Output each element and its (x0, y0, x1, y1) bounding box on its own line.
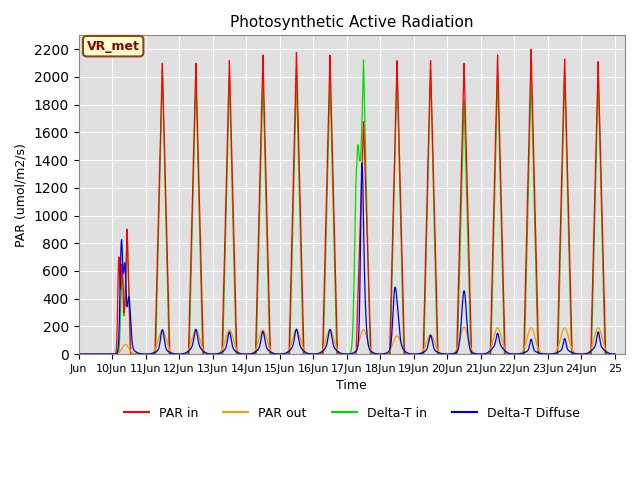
Line: Delta-T Diffuse: Delta-T Diffuse (79, 164, 615, 354)
PAR out (529, 327, 536, 333)
Legend: PAR in, PAR out, Delta-T in, Delta-T Diffuse: PAR in, PAR out, Delta-T in, Delta-T Dif… (119, 402, 584, 425)
PAR in (170, 351, 178, 357)
Delta-T Diffuse (122, 297, 130, 303)
PAR in (122, 253, 130, 259)
PAR out (75, 351, 83, 357)
PAR in (529, 112, 536, 118)
PAR in (611, 351, 619, 357)
PAR out (611, 351, 619, 357)
Line: PAR in: PAR in (79, 49, 615, 354)
Delta-T Diffuse (259, 325, 267, 331)
Delta-T in (259, 88, 267, 94)
PAR out (460, 324, 468, 330)
Delta-T Diffuse (75, 351, 83, 357)
PAR out (259, 327, 267, 333)
Delta-T Diffuse (611, 351, 619, 357)
PAR out (490, 336, 497, 341)
Text: VR_met: VR_met (87, 40, 140, 53)
Delta-T in (490, 240, 497, 246)
Delta-T in (565, 259, 573, 265)
Delta-T Diffuse (223, 345, 230, 350)
PAR in (75, 351, 83, 357)
Y-axis label: PAR (umol/m2/s): PAR (umol/m2/s) (15, 143, 28, 247)
Line: Delta-T in: Delta-T in (79, 60, 615, 354)
Delta-T Diffuse (529, 338, 536, 344)
Title: Photosynthetic Active Radiation: Photosynthetic Active Radiation (230, 15, 474, 30)
PAR out (565, 337, 573, 343)
X-axis label: Time: Time (337, 379, 367, 392)
Delta-T in (529, 138, 536, 144)
Delta-T in (170, 351, 178, 357)
Delta-T in (122, 253, 130, 259)
Delta-T in (611, 351, 619, 357)
Line: PAR out: PAR out (79, 327, 615, 354)
Delta-T in (223, 196, 230, 202)
Delta-T in (75, 351, 83, 357)
PAR out (223, 333, 230, 338)
Delta-T Diffuse (358, 161, 366, 167)
PAR out (122, 342, 130, 348)
PAR in (565, 237, 573, 242)
Delta-T Diffuse (490, 348, 497, 354)
PAR in (527, 47, 535, 52)
Delta-T in (360, 57, 367, 63)
PAR in (259, 67, 267, 73)
PAR in (223, 175, 230, 180)
Delta-T Diffuse (565, 349, 573, 355)
PAR in (490, 217, 497, 223)
